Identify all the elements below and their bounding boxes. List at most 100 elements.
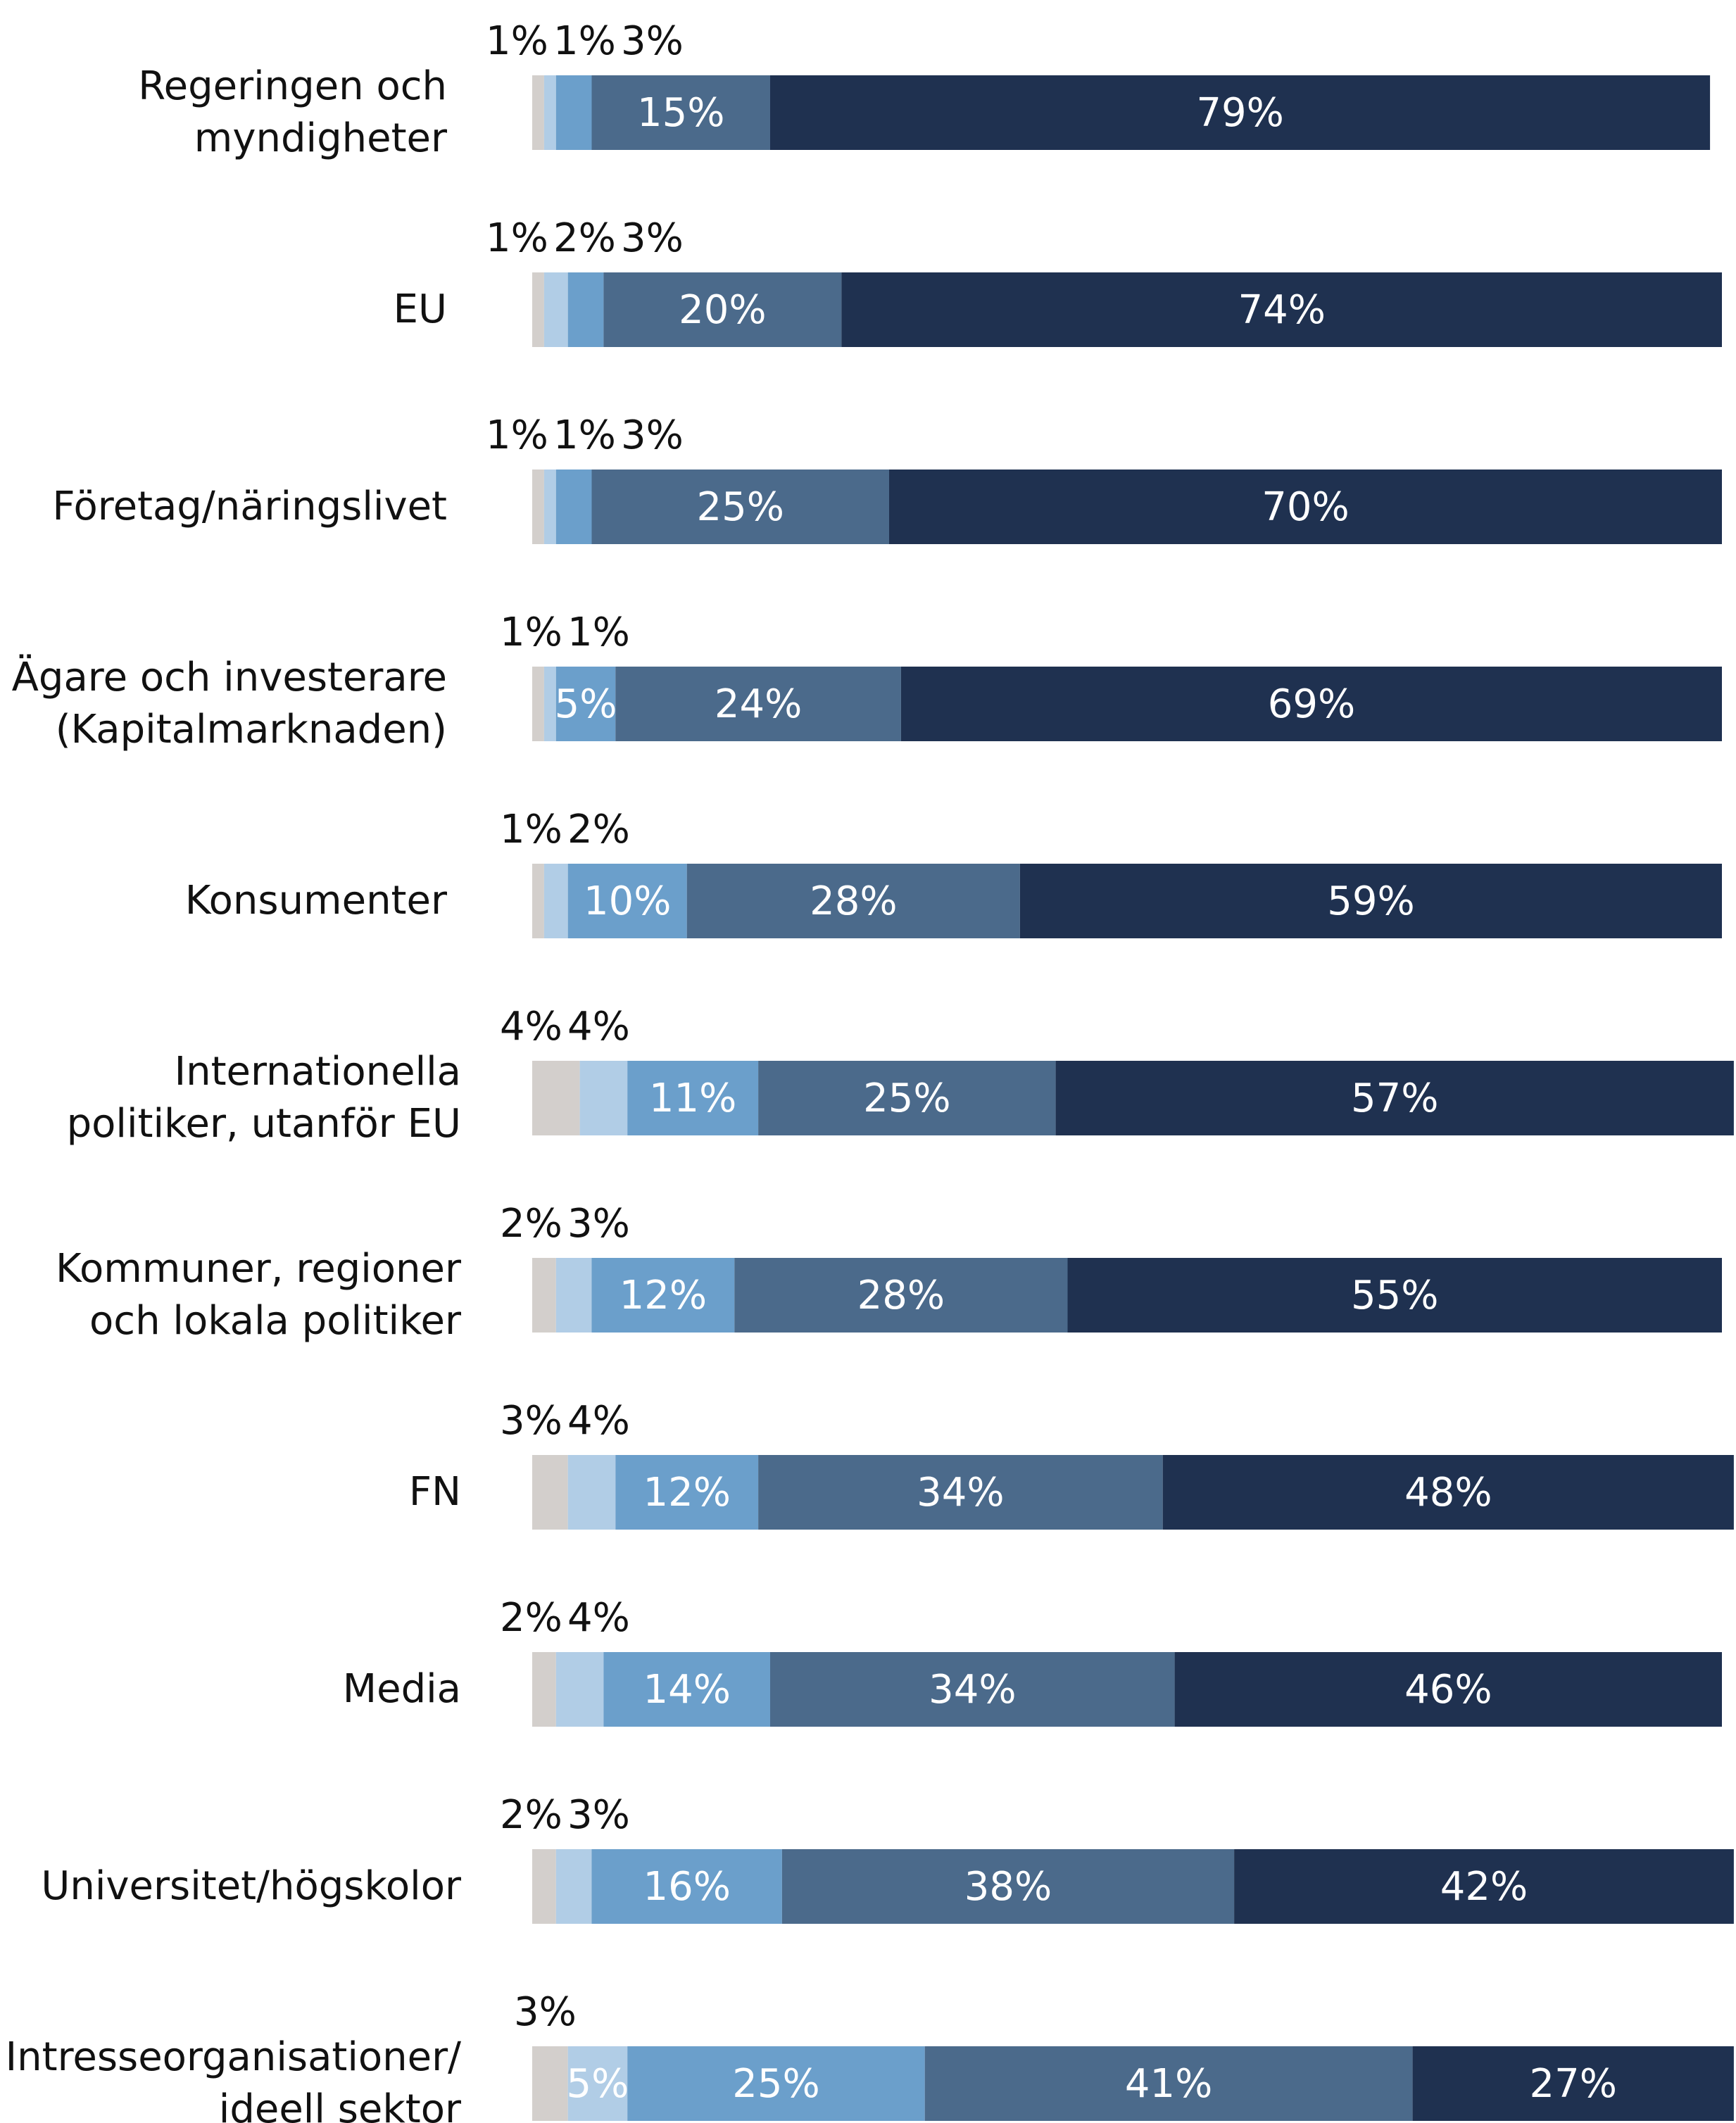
value-label: 3%	[621, 412, 684, 458]
value-label: 1%	[486, 412, 548, 458]
bar-segment	[591, 1849, 782, 1924]
value-label: 10%	[584, 878, 671, 924]
bar-segment	[567, 2046, 628, 2121]
value-label: 55%	[1351, 1273, 1438, 1318]
bar-segment	[555, 1849, 592, 1924]
value-label: 15%	[637, 90, 724, 136]
bar-segment	[1234, 1849, 1734, 1924]
bar-segment	[532, 2046, 568, 2121]
bar-segment	[591, 1258, 735, 1333]
value-label: 69%	[1268, 681, 1355, 727]
value-label: 3%	[621, 215, 684, 261]
bar-segment	[532, 272, 544, 347]
category-label: Media	[342, 1666, 461, 1712]
value-label: 4%	[567, 1595, 630, 1641]
value-label: 46%	[1404, 1667, 1492, 1713]
value-label: 3%	[514, 1989, 577, 2035]
value-label: 14%	[643, 1667, 730, 1713]
bar-segment	[555, 1652, 604, 1727]
bar-segment	[758, 1455, 1163, 1530]
value-label: 79%	[1196, 90, 1283, 136]
value-label: 34%	[917, 1470, 1004, 1516]
category-label: Regeringen och myndigheter	[138, 63, 447, 161]
bar-segment	[900, 667, 1722, 741]
category-label: Intresseorganisationer/ ideell sektor	[5, 2034, 461, 2123]
bar-segment	[555, 1258, 592, 1333]
bar-segment	[543, 272, 568, 347]
value-label: 12%	[643, 1470, 730, 1516]
bar-segment	[579, 1061, 628, 1135]
bar-segment	[567, 864, 687, 938]
bar-segment	[532, 1652, 556, 1727]
value-label: 4%	[500, 1004, 562, 1050]
value-label: 4%	[567, 1398, 630, 1444]
bar-segment	[924, 2046, 1413, 2121]
bar-segment	[532, 667, 544, 741]
bar-segment	[543, 667, 556, 741]
bar-segment	[532, 1258, 556, 1333]
value-label: 11%	[649, 1076, 736, 1121]
value-label: 1%	[500, 807, 562, 852]
bar-segment	[734, 1258, 1068, 1333]
bar-segment	[543, 864, 568, 938]
category-label: FN	[408, 1469, 461, 1515]
value-label: 48%	[1404, 1470, 1492, 1516]
value-label: 34%	[929, 1667, 1016, 1713]
value-label: 27%	[1530, 2061, 1617, 2107]
value-label: 12%	[619, 1273, 707, 1318]
value-label: 42%	[1440, 1864, 1528, 1910]
value-label: 1%	[486, 215, 548, 261]
bar-segment	[555, 75, 592, 150]
value-label: 74%	[1238, 287, 1325, 333]
value-label: 2%	[500, 1201, 562, 1247]
value-label: 3%	[500, 1398, 562, 1444]
category-label: EU	[393, 286, 447, 332]
bar-segment	[567, 1455, 616, 1530]
bar-segment	[615, 1455, 759, 1530]
value-label: 28%	[857, 1273, 945, 1318]
bar-segment	[532, 1061, 580, 1135]
value-label: 1%	[567, 610, 630, 655]
bar-segment	[627, 1061, 759, 1135]
value-label: 3%	[567, 1792, 630, 1838]
bar-segment	[770, 1652, 1175, 1727]
bar-segment	[603, 1652, 770, 1727]
bar-segment	[889, 470, 1722, 544]
value-label: 3%	[621, 18, 684, 64]
value-label: 1%	[500, 610, 562, 655]
bar-segment	[841, 272, 1722, 347]
bar-segment	[532, 75, 544, 150]
category-label: Internationella politiker, utanför EU	[66, 1049, 461, 1147]
bar-segment	[532, 1849, 556, 1924]
value-label: 1%	[553, 18, 616, 64]
value-label: 2%	[553, 215, 616, 261]
category-label: Universitet/högskolor	[41, 1863, 461, 1909]
value-label: 57%	[1351, 1076, 1438, 1121]
category-label: Ägare och investerare (Kapitalmarknaden)	[11, 655, 447, 752]
category-label: Konsumenter	[184, 878, 447, 924]
bar-segment	[603, 272, 842, 347]
bar-segment	[1067, 1258, 1722, 1333]
bar-segment	[543, 75, 556, 150]
bar-segment	[1162, 1455, 1734, 1530]
bar-segment	[686, 864, 1020, 938]
value-label: 20%	[679, 287, 766, 333]
value-label: 70%	[1262, 484, 1349, 530]
value-label: 2%	[567, 807, 630, 852]
bar-segment	[615, 667, 901, 741]
bar-segment	[627, 2046, 925, 2121]
bar-segment	[532, 864, 544, 938]
value-label: 16%	[643, 1864, 730, 1910]
bar-segment	[532, 1455, 568, 1530]
bar-segment	[555, 470, 592, 544]
bar-segment	[781, 1849, 1235, 1924]
value-label: 25%	[732, 2061, 819, 2107]
bar-segment	[543, 470, 556, 544]
value-label: 41%	[1125, 2061, 1212, 2107]
bar-segment	[555, 667, 616, 741]
value-label: 38%	[964, 1864, 1052, 1910]
value-label: 1%	[486, 18, 548, 64]
bar-segment	[591, 75, 770, 150]
value-label: 59%	[1327, 878, 1414, 924]
